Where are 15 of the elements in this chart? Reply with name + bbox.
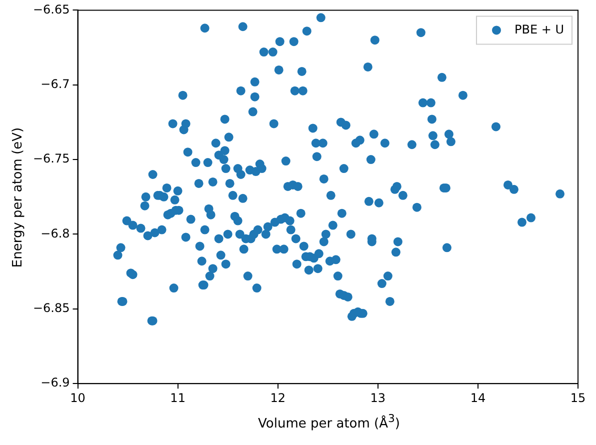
y-tick-label: −6.75 xyxy=(32,152,70,166)
y-tick-label: −6.65 xyxy=(32,2,70,16)
x-tick-label: 14 xyxy=(470,390,486,405)
x-tick-label: 13 xyxy=(370,390,386,405)
x-axis-title: Volume per atom (Å$^{3}$) xyxy=(257,412,401,432)
x-tick-label: 10 xyxy=(70,390,86,405)
x-tick-label: 11 xyxy=(170,390,186,405)
x-tick-label: 12 xyxy=(270,390,286,405)
legend-label: PBE + U xyxy=(514,22,564,36)
y-axis-title: Energy per atom (eV) xyxy=(10,126,26,270)
y-tick-label: −6.7 xyxy=(40,77,70,92)
y-tick-label: −6.85 xyxy=(32,301,70,316)
y-tick-label: −6.9 xyxy=(40,376,70,390)
y-tick-label: −6.8 xyxy=(40,226,70,240)
x-tick-label: 15 xyxy=(570,390,586,405)
